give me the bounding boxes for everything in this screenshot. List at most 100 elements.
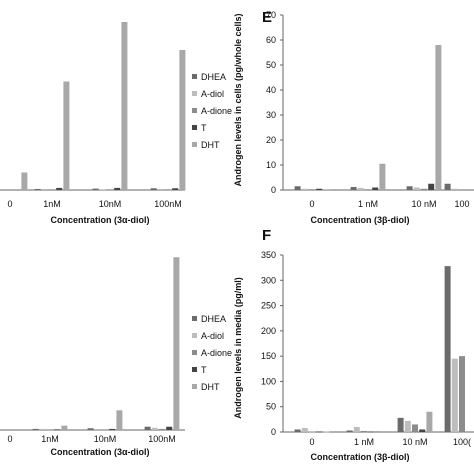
bar-t-2 — [419, 429, 426, 432]
bar-t-3 — [166, 426, 173, 430]
legend-label: DHEA — [201, 72, 226, 82]
bar-dht-0 — [323, 189, 330, 191]
bar-a-diol-3 — [157, 188, 164, 190]
bar-a-dione-2 — [421, 188, 427, 190]
bar-a-diol-1 — [39, 428, 46, 430]
bar-t-0 — [316, 431, 323, 433]
bar-t-1 — [56, 187, 63, 190]
bar-dhea-3 — [444, 183, 451, 190]
x-tick-label: 1 nM — [354, 437, 374, 447]
bar-dhea-1 — [32, 428, 39, 430]
legend-swatch — [192, 384, 197, 389]
bar-a-diol-2 — [404, 420, 411, 432]
bar-a-dione-1 — [47, 429, 53, 431]
bar-a-diol-3 — [451, 188, 458, 190]
legend-label: T — [201, 365, 207, 375]
bar-a-diol-2 — [99, 189, 106, 191]
bar-a-dione-0 — [309, 431, 315, 433]
x-tick-label: 1nM — [43, 199, 61, 209]
bar-a-dione-2 — [107, 189, 113, 191]
legend-swatch — [192, 74, 197, 79]
legend-label: A-diol — [201, 89, 224, 99]
bar-a-dione-3 — [459, 356, 465, 432]
x-tick-label: 10nM — [94, 434, 117, 444]
bar-dht-0 — [21, 172, 28, 190]
x-tick-label: 100 — [454, 199, 469, 209]
bar-a-diol-3 — [451, 358, 458, 432]
bar-dhea-3 — [144, 426, 151, 430]
x-tick-label: 10nM — [99, 199, 122, 209]
legend-swatch — [192, 125, 197, 130]
bar-dhea-3 — [150, 188, 157, 190]
bar-a-diol-1 — [41, 188, 48, 190]
bar-t-3 — [172, 188, 179, 190]
bar-a-dione-1 — [361, 430, 367, 432]
bar-a-diol-0 — [301, 427, 308, 432]
bar-dht-3 — [173, 257, 180, 430]
bar-a-dione-2 — [412, 424, 418, 432]
y-tick-label: 10 — [266, 160, 276, 170]
bar-dhea-0 — [294, 429, 301, 432]
legend-label: T — [201, 123, 207, 133]
x-tick-label: 0 — [7, 434, 12, 444]
bar-dhea-0 — [294, 186, 301, 190]
bar-dht-2 — [435, 45, 442, 190]
legend-swatch — [192, 108, 197, 113]
legend-label: A-dione — [201, 348, 232, 358]
bar-t-2 — [109, 428, 116, 430]
y-axis-label: Androgen levels in cells (pg/whole cells… — [233, 13, 243, 186]
x-tick-label: 100nM — [148, 434, 176, 444]
y-tick-label: 20 — [266, 135, 276, 145]
x-axis-label: Concentration (3α-diol) — [50, 447, 149, 457]
x-tick-label: 1nM — [41, 434, 59, 444]
bar-a-diol-2 — [94, 428, 101, 430]
bar-dht-1 — [63, 81, 70, 190]
bar-dhea-1 — [346, 430, 353, 432]
legend-swatch — [192, 142, 197, 147]
y-tick-label: 0 — [271, 427, 276, 437]
x-axis-label: Concentration (3β-diol) — [311, 215, 410, 225]
bar-t-1 — [368, 431, 375, 433]
bar-a-dione-1 — [49, 189, 55, 191]
bar-dhea-2 — [87, 428, 94, 430]
bar-t-0 — [316, 188, 323, 190]
bar-a-diol-2 — [413, 187, 420, 190]
legend-label: A-diol — [201, 331, 224, 341]
bar-dht-1 — [61, 425, 68, 430]
y-tick-label: 50 — [266, 60, 276, 70]
legend-label: A-dione — [201, 106, 232, 116]
bar-dhea-2 — [406, 186, 413, 190]
bar-t-2 — [114, 187, 121, 190]
bar-dht-2 — [121, 22, 128, 190]
bar-dhea-1 — [34, 188, 41, 190]
legend-swatch — [192, 91, 197, 96]
bar-a-dione-2 — [102, 429, 108, 431]
bar-dht-1 — [375, 430, 382, 432]
legend-label: DHT — [201, 382, 220, 392]
x-axis-label: Concentration (3α-diol) — [50, 215, 149, 225]
y-tick-label: 100 — [261, 376, 276, 386]
bar-a-dione-3 — [159, 428, 165, 430]
x-tick-label: 100nM — [154, 199, 182, 209]
x-tick-label: 10 nM — [402, 437, 427, 447]
bar-dht-1 — [379, 163, 386, 190]
y-tick-label: 40 — [266, 85, 276, 95]
y-tick-label: 300 — [261, 275, 276, 285]
y-tick-label: 30 — [266, 110, 276, 120]
bar-dht-2 — [426, 411, 433, 432]
legend-label: DHT — [201, 140, 220, 150]
y-tick-label: 250 — [261, 301, 276, 311]
bar-a-diol-3 — [151, 427, 158, 430]
bar-dht-2 — [116, 410, 123, 430]
bar-dht-3 — [179, 50, 186, 190]
bar-a-dione-3 — [165, 189, 171, 191]
y-tick-label: 70 — [266, 10, 276, 20]
panel-label-f: F — [262, 227, 271, 244]
bar-dhea-3 — [444, 266, 451, 432]
y-axis-label: Androgen levels in media (pg/ml) — [233, 277, 243, 419]
bar-dhea-2 — [397, 417, 404, 432]
x-tick-label: 0 — [309, 199, 314, 209]
bar-dht-0 — [323, 431, 330, 433]
y-tick-label: 50 — [266, 402, 276, 412]
